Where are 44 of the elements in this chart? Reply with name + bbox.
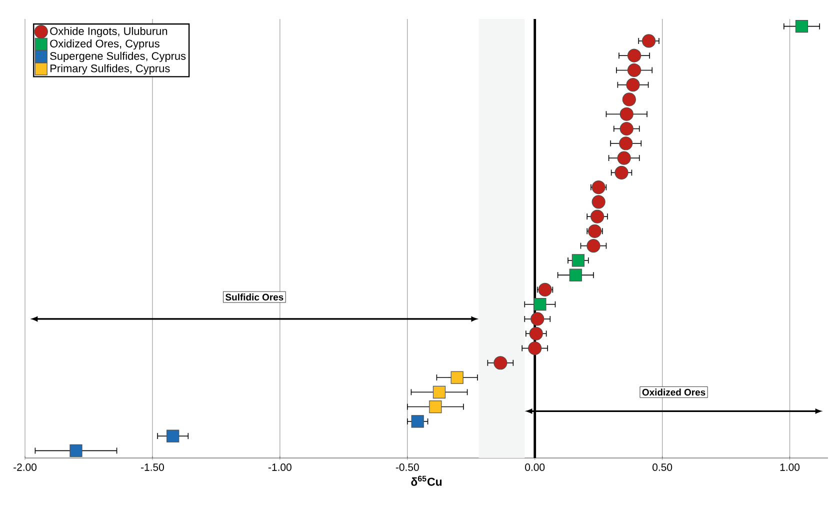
point: [429, 400, 442, 414]
point: [432, 386, 446, 398]
legend-label: Primary Sulfides, Cyprus: [50, 64, 170, 74]
point: [614, 166, 628, 180]
x-tick-label: 0.50: [652, 464, 672, 471]
x-tick-label: -0.50: [396, 464, 419, 471]
point: [592, 180, 606, 194]
point: [538, 282, 552, 297]
point: [450, 371, 464, 384]
legend-label: Oxidized Ores, Cyprus: [50, 39, 160, 50]
x-tick-label: 1.00: [780, 464, 800, 471]
point: [619, 136, 633, 150]
point: [617, 151, 631, 165]
point: [620, 122, 634, 136]
point: [534, 298, 546, 311]
point: [166, 430, 180, 442]
text: δ$^{65}$Cu: [411, 476, 442, 486]
point: [411, 415, 424, 428]
annotation: Oxidized Ores: [642, 388, 706, 396]
point: [529, 326, 543, 340]
point: [626, 78, 640, 92]
point: [586, 239, 600, 253]
x-tick-label: -1.50: [141, 464, 164, 471]
point: [494, 356, 508, 370]
point: [622, 92, 636, 106]
legend-label: Supergene Sulfides, Cyprus: [50, 52, 186, 62]
point: [592, 195, 606, 209]
legend-label: Oxhide Ingots, Uluburun: [50, 26, 168, 38]
point: [569, 268, 582, 282]
point: [627, 48, 642, 62]
x-tick-label: -2.00: [14, 464, 37, 471]
x-tick-label: -1.00: [268, 464, 292, 471]
point: [588, 224, 602, 238]
point: [530, 312, 544, 326]
point: [627, 63, 642, 78]
annotation: Sulfidic Ores: [226, 294, 284, 301]
point: [572, 254, 584, 267]
point: [795, 20, 808, 33]
point: [590, 210, 604, 224]
x-tick-label: 0.00: [525, 464, 545, 471]
point: [528, 341, 542, 356]
point: [642, 34, 656, 48]
point: [620, 107, 634, 121]
point: [70, 444, 82, 457]
